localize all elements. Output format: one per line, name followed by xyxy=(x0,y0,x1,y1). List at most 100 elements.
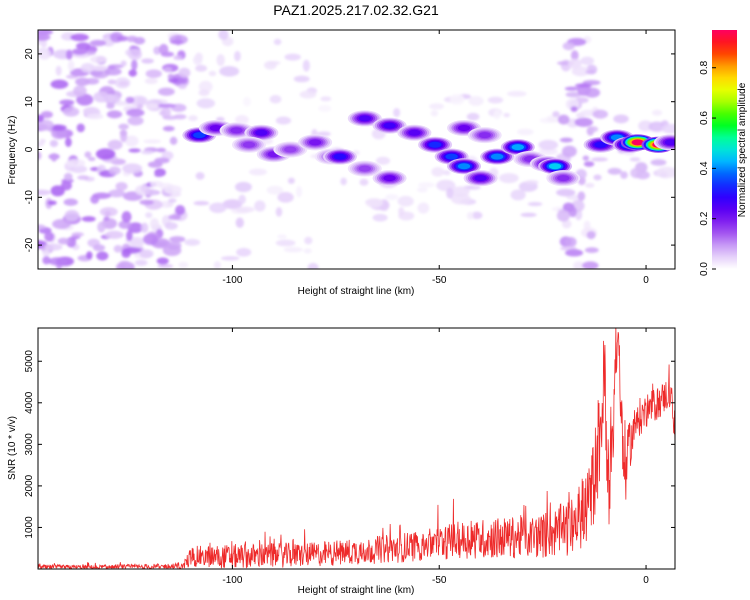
heatmap-noise-cell xyxy=(318,104,332,113)
heatmap-noise-cell xyxy=(584,247,599,253)
heatmap-noise-cell xyxy=(538,148,558,155)
colorbar-label: Normalized spectral amplitude xyxy=(737,82,748,217)
heatmap-noise-cell xyxy=(592,109,609,119)
heatmap-noise-cell xyxy=(584,87,601,98)
y-tick-label: 20 xyxy=(24,48,35,60)
heatmap-noise-cell xyxy=(130,95,148,107)
heatmap-noise-cell xyxy=(77,175,90,180)
heatmap-noise-cell xyxy=(629,157,641,162)
heatmap-noise-cell xyxy=(39,138,46,144)
snr-x-label: Height of straight line (km) xyxy=(298,585,415,596)
heatmap-noise-cell xyxy=(516,128,534,136)
heatmap-blob-level xyxy=(358,165,371,172)
heatmap-noise-cell xyxy=(81,216,96,222)
heatmap-noise-cell xyxy=(234,50,241,62)
heatmap-noise-cell xyxy=(60,180,72,191)
heatmap-noise-cell xyxy=(650,159,667,166)
heatmap-blob-level xyxy=(490,153,504,160)
heatmap-noise-cell xyxy=(95,148,116,160)
heatmap-noise-cell xyxy=(63,198,78,206)
heatmap-noise-cell xyxy=(273,38,282,46)
heatmap-noise-cell xyxy=(162,115,179,120)
heatmap-noise-cell xyxy=(164,222,178,230)
heatmap-noise-cell xyxy=(235,114,249,125)
heatmap-blob xyxy=(273,141,308,158)
spectrogram-x-label: Height of straight line (km) xyxy=(298,286,415,297)
heatmap-noise-cell xyxy=(565,236,577,248)
heatmap-noise-cell xyxy=(450,193,471,205)
heatmap-noise-cell xyxy=(222,199,243,210)
heatmap-blob xyxy=(397,124,432,141)
heatmap-noise-cell xyxy=(104,67,122,76)
heatmap-noise-cell xyxy=(283,246,303,253)
colorbar-tick-label: 0.6 xyxy=(699,111,710,125)
spectrogram-x-ticks: -100 -50 0 xyxy=(222,30,649,286)
heatmap-noise-cell xyxy=(105,230,124,239)
heatmap-blob-level xyxy=(428,141,442,148)
heatmap-noise-cell xyxy=(70,33,89,42)
heatmap-noise-cell xyxy=(145,69,162,79)
heatmap-blob-level xyxy=(358,115,371,122)
heatmap-noise-cell xyxy=(85,77,100,85)
heatmap-blob-level xyxy=(209,124,223,131)
heatmap-noise-cell xyxy=(359,178,369,186)
y-tick-label: 10 xyxy=(24,96,35,108)
heatmap-noise-cell xyxy=(163,67,173,73)
snr-x-ticks: -100 -50 0 xyxy=(222,328,649,586)
heatmap-noise-cell xyxy=(76,123,85,133)
heatmap-noise-cell xyxy=(178,83,187,90)
y-tick-label: -20 xyxy=(24,237,35,252)
heatmap-noise-cell xyxy=(38,47,48,53)
heatmap-noise-cell xyxy=(71,232,85,237)
heatmap-blob xyxy=(231,136,266,153)
heatmap-noise-cell xyxy=(107,189,126,198)
heatmap-noise-cell xyxy=(128,148,141,153)
heatmap-noise-cell xyxy=(565,91,582,98)
heatmap-blob-level xyxy=(594,141,607,148)
heatmap-noise-cell xyxy=(89,39,107,47)
heatmap-noise-cell xyxy=(154,172,163,177)
heatmap-blob-level xyxy=(478,132,491,139)
heatmap-noise-cell xyxy=(582,155,590,161)
heatmap-noise-cell xyxy=(47,200,57,206)
heatmap-noise-cell xyxy=(264,60,277,70)
heatmap-noise-cell xyxy=(149,218,160,230)
x-tick-label: 0 xyxy=(643,575,649,586)
heatmap-noise-cell xyxy=(198,89,210,97)
heatmap-noise-cell xyxy=(397,195,414,207)
heatmap-noise-cell xyxy=(127,116,144,126)
heatmap-noise-cell xyxy=(80,62,95,73)
heatmap-noise-cell xyxy=(42,256,51,265)
x-tick-label: -100 xyxy=(222,575,242,586)
heatmap-blob-level xyxy=(457,124,471,131)
heatmap-noise-cell xyxy=(562,42,575,51)
heatmap-noise-cell xyxy=(136,104,144,110)
heatmap-noise-cell xyxy=(126,108,145,117)
heatmap-blob xyxy=(347,160,382,177)
heatmap-noise-cell xyxy=(107,139,123,150)
snr-series-line xyxy=(38,328,675,569)
heatmap-noise-cell xyxy=(131,59,138,71)
heatmap-noise-cell xyxy=(429,103,445,110)
heatmap-noise-cell xyxy=(503,113,510,118)
heatmap-noise-cell xyxy=(128,69,137,77)
heatmap-noise-cell xyxy=(178,67,191,78)
heatmap-noise-cell xyxy=(198,80,213,93)
heatmap-noise-cell xyxy=(38,224,46,230)
heatmap-noise-cell xyxy=(236,247,252,257)
heatmap-noise-cell xyxy=(107,79,117,85)
heatmap-noise-cell xyxy=(591,157,608,162)
heatmap-noise-cell xyxy=(44,243,63,251)
heatmap-noise-cell xyxy=(468,96,484,106)
heatmap-noise-cell xyxy=(90,195,100,204)
heatmap-noise-cell xyxy=(213,261,221,269)
snr-y-label: SNR (10 * v/v) xyxy=(7,416,18,480)
heatmap-noise-cell xyxy=(303,248,312,254)
heatmap-noise-cell xyxy=(90,55,108,64)
heatmap-noise-cell xyxy=(124,135,139,147)
heatmap-noise-cell xyxy=(150,181,164,188)
heatmap-noise-cell xyxy=(304,236,313,245)
heatmap-noise-cell xyxy=(143,139,162,144)
heatmap-noise-cell xyxy=(157,103,177,108)
heatmap-blob-level xyxy=(230,127,243,134)
